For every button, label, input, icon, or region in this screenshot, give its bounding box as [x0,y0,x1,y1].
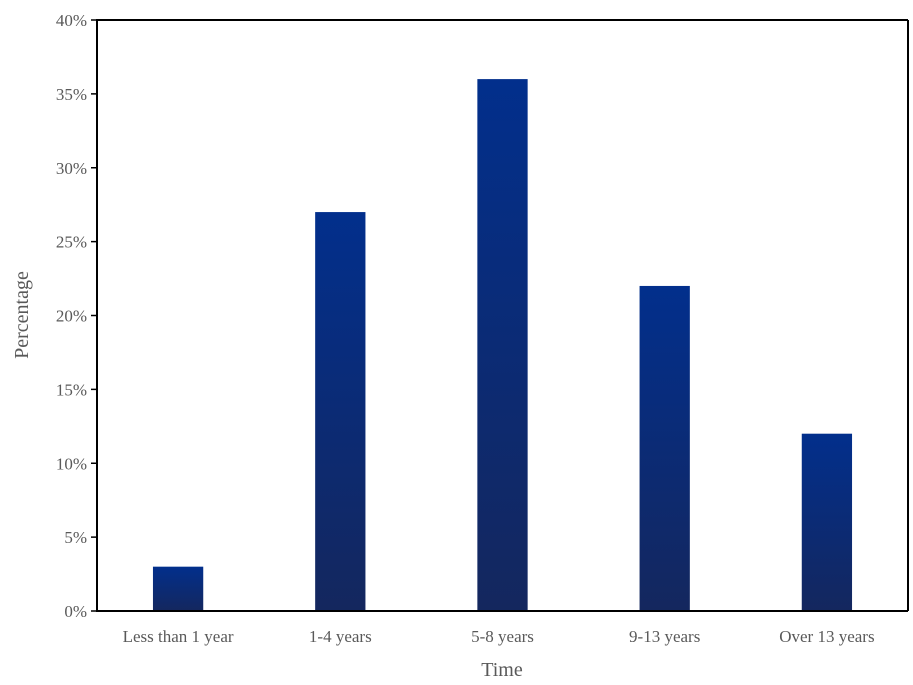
bars [152,79,853,612]
y-tick-label: 0% [64,602,87,621]
y-tick-label: 10% [56,454,87,473]
x-tick-label: 5-8 years [471,627,534,646]
y-tick-label: 40% [56,11,87,30]
y-tick-label: 15% [56,380,87,399]
y-tick-label: 5% [64,528,87,547]
y-tick-label: 30% [56,159,87,178]
bar [152,566,204,611]
x-tick-label: Less than 1 year [123,627,234,646]
y-axis-title: Percentage [11,271,33,359]
y-ticks: 0% 5% 10% 15% 20% 25% 30% 35% 40% [56,11,97,621]
y-tick-label: 20% [56,307,87,326]
bar [315,212,366,611]
x-tick-labels: Less than 1 year 1-4 years 5-8 years 9-13 y… [123,627,875,646]
x-tick-label: 1-4 years [309,627,372,646]
y-tick-label: 35% [56,85,87,104]
x-tick-label: 9-13 years [629,627,700,646]
y-tick-label: 25% [56,233,87,252]
bar [639,285,690,611]
x-axis-title: Time [481,659,523,681]
bar [801,433,853,611]
bar [477,79,528,612]
x-tick-label: Over 13 years [779,627,874,646]
